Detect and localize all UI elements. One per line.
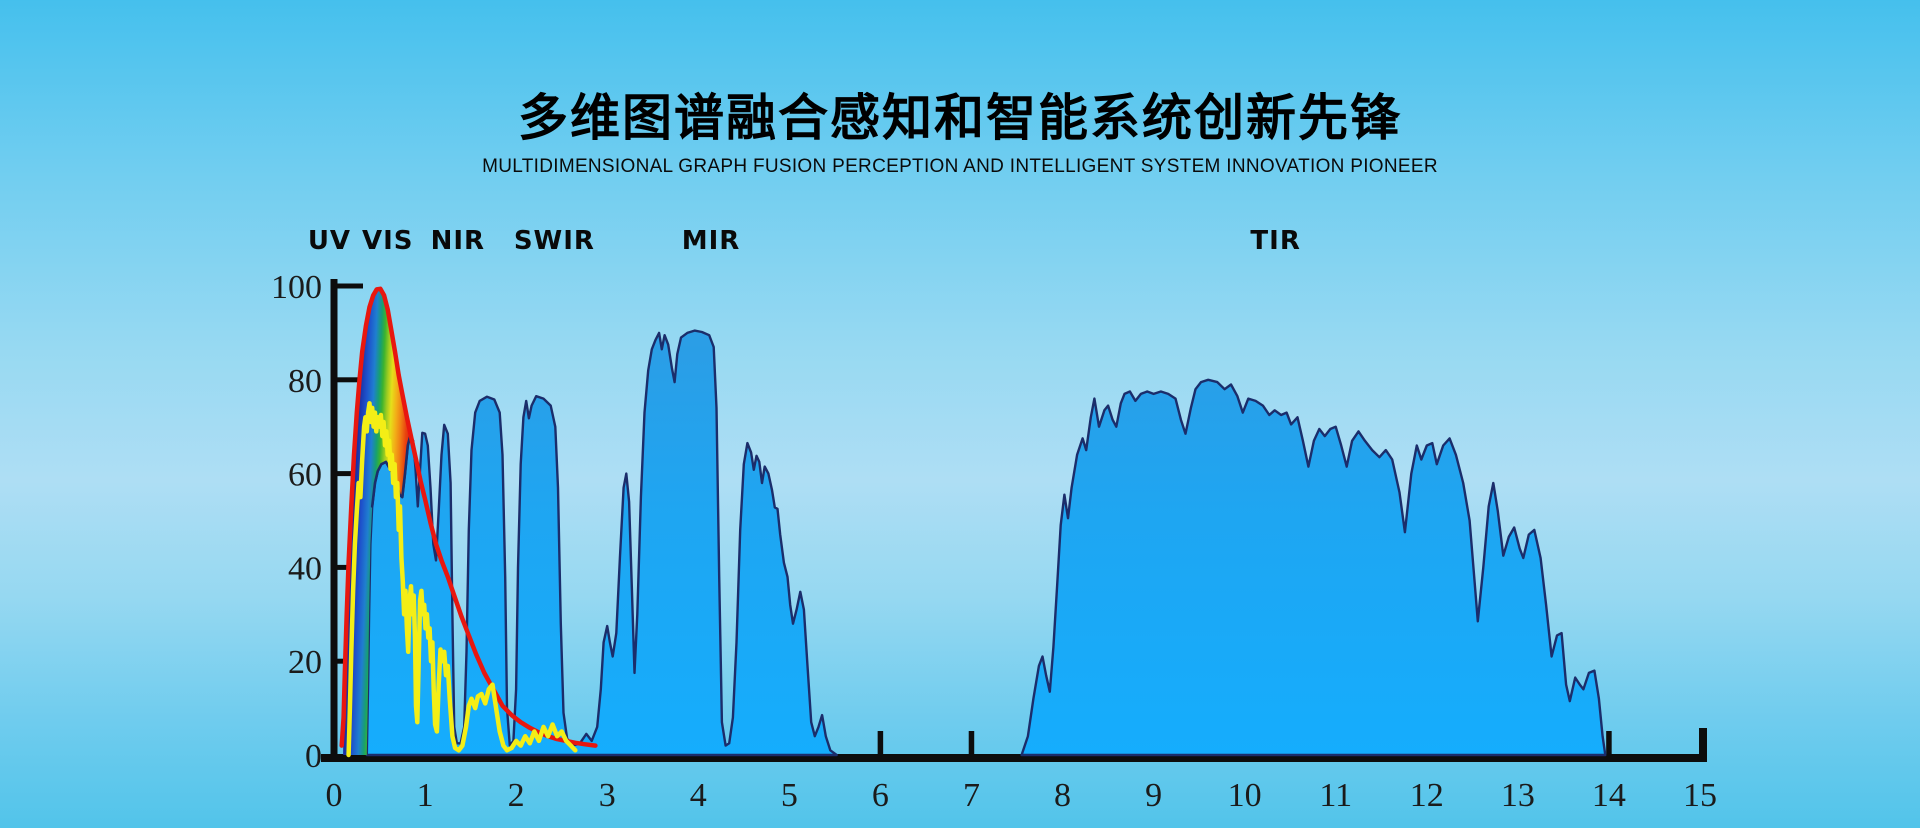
- band-label-vis: VIS: [361, 226, 414, 256]
- y-tick-label-80: 80: [288, 363, 322, 400]
- x-tick-14: [1606, 731, 1612, 754]
- y-tick-100: [337, 283, 363, 289]
- x-tick-label-15: 15: [1683, 777, 1717, 814]
- x-tick-label-7: 7: [963, 777, 980, 814]
- x-tick-6: [877, 731, 884, 754]
- x-tick-label-5: 5: [781, 777, 798, 814]
- solar-blackbody-curve: [339, 286, 598, 748]
- y-tick-60: [337, 471, 363, 477]
- x-axis-end-cap: [1699, 728, 1707, 762]
- x-tick-label-8: 8: [1054, 777, 1071, 814]
- x-tick-label-13: 13: [1501, 777, 1535, 814]
- y-tick-label-0: 0: [305, 738, 322, 775]
- visible-spectrum-rainbow: [343, 288, 414, 755]
- x-tick-label-10: 10: [1228, 777, 1262, 814]
- x-tick-label-11: 11: [1319, 777, 1352, 814]
- x-tick-label-2: 2: [508, 777, 525, 814]
- x-axis-line: [321, 754, 1707, 762]
- page-subtitle: MULTIDIMENSIONAL GRAPH FUSION PERCEPTION…: [482, 156, 1438, 177]
- x-tick-label-12: 12: [1410, 777, 1444, 814]
- x-tick-label-3: 3: [599, 777, 616, 814]
- x-tick-label-14: 14: [1592, 777, 1626, 814]
- y-tick-80: [337, 377, 363, 383]
- band-label-nir: NIR: [430, 226, 486, 256]
- atmospheric-transmission-windows-1: [1020, 378, 1607, 757]
- y-tick-label-20: 20: [288, 644, 322, 681]
- x-tick-label-0: 0: [326, 777, 343, 814]
- x-tick-label-4: 4: [690, 777, 707, 814]
- atmospheric-transmission-windows-0: [365, 329, 838, 757]
- x-tick-label-1: 1: [417, 777, 434, 814]
- y-tick-label-40: 40: [288, 550, 322, 587]
- band-label-mir: MIR: [681, 226, 741, 256]
- page-title: 多维图谱融合感知和智能系统创新先锋: [518, 89, 1402, 147]
- band-label-swir: SWIR: [513, 226, 595, 256]
- x-tick-label-6: 6: [872, 777, 889, 814]
- ground-solar-spectrum: [346, 401, 578, 758]
- x-tick-label-9: 9: [1145, 777, 1162, 814]
- y-tick-label-100: 100: [271, 269, 322, 306]
- y-axis-line: [330, 279, 338, 762]
- band-label-uv: UV: [307, 226, 352, 256]
- x-tick-7: [968, 731, 975, 754]
- band-label-tir: TIR: [1250, 226, 1301, 256]
- y-tick-label-60: 60: [288, 457, 322, 494]
